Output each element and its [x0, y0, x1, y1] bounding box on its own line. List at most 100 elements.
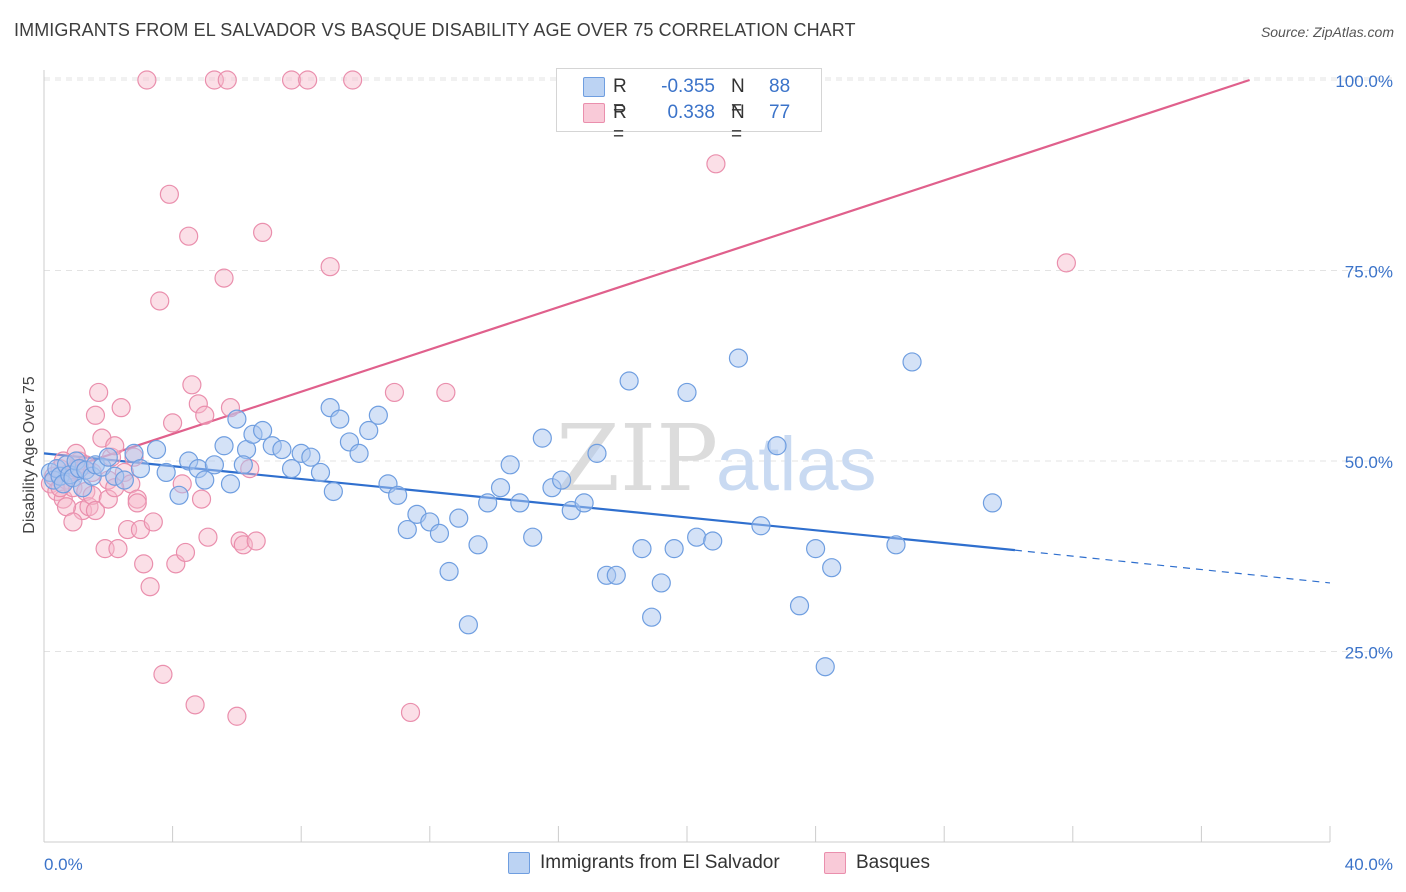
el-salvador-point: [429, 523, 450, 543]
el-salvador-point: [114, 470, 134, 490]
el-salvador-point: [368, 405, 388, 425]
el-salvador-point: [169, 485, 189, 505]
y-axis-label: Disability Age Over 75: [21, 376, 38, 534]
basques-point: [159, 184, 179, 204]
tick-labels: 25.0% 50.0% 75.0% 100.0% 0.0% 40.0%: [44, 72, 1393, 874]
el-salvador-point: [478, 493, 498, 513]
el-salvador-point: [982, 493, 1003, 513]
el-salvador-point: [664, 539, 684, 559]
basques-point: [182, 375, 202, 395]
basques-point: [343, 70, 363, 90]
el-salvador-point: [233, 455, 253, 475]
basques-point: [253, 222, 273, 242]
el-salvador-point: [301, 447, 321, 467]
basques-point: [153, 664, 173, 684]
basques-point: [185, 695, 205, 715]
watermark-atlas: atlas: [716, 422, 877, 507]
series-legend: Immigrants from El Salvador Basques: [0, 850, 1406, 880]
el-salvador-point: [651, 573, 671, 593]
y-tick-label: 50.0%: [1345, 453, 1393, 472]
legend-swatch-blue: [508, 852, 530, 874]
el-salvador-point: [204, 455, 224, 475]
basques-point: [175, 542, 196, 563]
basques-point: [706, 154, 726, 174]
el-salvador-point: [822, 558, 842, 578]
el-salvador-point: [642, 607, 662, 627]
legend-swatch-pink: [824, 852, 846, 874]
basques-point: [227, 706, 247, 726]
el-salvador-trend-extension: [1014, 549, 1331, 584]
el-salvador-point: [606, 565, 626, 585]
legend-r-value: 0.338: [667, 102, 715, 123]
basques-point: [143, 512, 163, 532]
el-salvador-point: [388, 485, 408, 505]
basques-point: [195, 405, 215, 425]
el-salvador-point: [220, 474, 241, 494]
basques-trend-line: [43, 78, 1250, 478]
legend-item-el-salvador: Immigrants from El Salvador: [508, 852, 780, 874]
basques-point: [111, 398, 131, 418]
basques-point: [188, 394, 208, 414]
el-salvador-point: [574, 493, 594, 513]
el-salvador-point: [805, 539, 826, 559]
el-salvador-point: [500, 455, 520, 475]
basques-point: [108, 539, 128, 559]
x-tick-label-max: 40.0%: [1345, 855, 1393, 874]
basques-point: [89, 382, 109, 403]
el-salvador-point: [98, 447, 118, 467]
legend-item-basques: Basques: [824, 852, 930, 874]
basques-point: [436, 382, 456, 403]
basques-point: [214, 268, 234, 288]
basques-point: [198, 527, 218, 547]
el-salvador-point: [703, 531, 723, 551]
watermark: ZIP atlas: [556, 405, 877, 512]
el-salvador-point: [532, 428, 552, 448]
el-salvador-point: [902, 352, 922, 372]
el-salvador-point: [886, 535, 906, 555]
basques-point: [163, 413, 183, 433]
el-salvador-point: [214, 436, 234, 456]
el-salvador-point: [677, 382, 697, 403]
el-salvador-points: [40, 348, 1003, 677]
el-salvador-point: [146, 439, 167, 460]
basques-point: [230, 531, 250, 551]
el-salvador-point: [272, 439, 292, 460]
basques-point: [217, 70, 237, 90]
el-salvador-point: [195, 470, 215, 490]
stats-legend: R = -0.355 N = 88 R = 0.338 N = 77: [556, 68, 822, 145]
el-salvador-point: [587, 443, 607, 463]
basques-point: [85, 405, 106, 425]
el-salvador-point: [323, 481, 343, 502]
source-note: Source: ZipAtlas.com: [1260, 24, 1394, 40]
legend-label-el-salvador: Immigrants from El Salvador: [540, 852, 780, 873]
el-salvador-point: [468, 535, 488, 555]
el-salvador-point: [330, 409, 350, 429]
basques-point: [1056, 253, 1076, 273]
el-salvador-point: [310, 462, 331, 483]
axes: [43, 70, 1331, 843]
y-tick-label: 25.0%: [1345, 644, 1393, 663]
el-salvador-point: [523, 527, 543, 547]
basques-point: [233, 535, 253, 555]
basques-point: [140, 577, 160, 597]
legend-r-value: -0.355: [661, 76, 715, 97]
basques-point: [63, 512, 83, 532]
legend-n-value: 88: [769, 76, 791, 97]
el-salvador-point: [687, 527, 707, 547]
basques-points: [40, 70, 1076, 726]
basques-point: [179, 226, 199, 246]
basques-point: [137, 70, 157, 90]
el-salvador-point: [281, 459, 302, 479]
el-salvador-point: [490, 478, 511, 498]
el-salvador-point: [632, 539, 652, 559]
el-salvador-point: [253, 420, 273, 441]
legend-n-label: N =: [731, 76, 745, 119]
legend-swatch-pink: [583, 103, 605, 123]
el-salvador-point: [789, 596, 810, 616]
el-salvador-point: [619, 371, 639, 391]
el-salvador-point: [510, 493, 530, 513]
basques-point: [384, 382, 405, 403]
basques-point: [150, 291, 170, 311]
el-salvador-point: [458, 615, 478, 635]
